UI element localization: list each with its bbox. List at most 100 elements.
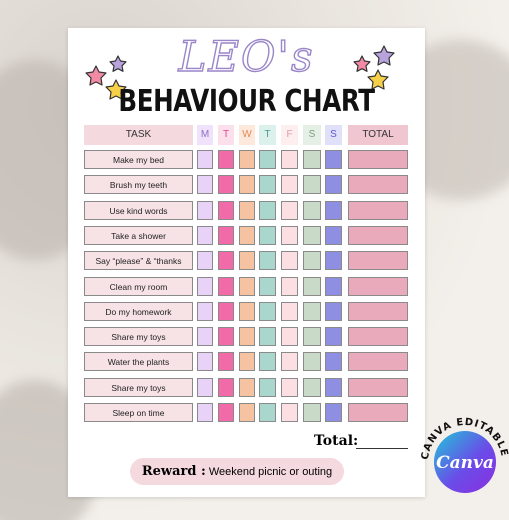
day-box <box>218 352 234 372</box>
day-box <box>197 377 213 397</box>
day-box <box>281 377 298 397</box>
total-box <box>348 301 408 321</box>
header-cell: TOTAL <box>348 125 408 145</box>
day-box <box>259 276 276 296</box>
day-box <box>218 200 234 220</box>
day-box <box>325 403 342 422</box>
day-box <box>239 150 255 169</box>
day-box <box>218 150 234 169</box>
day-box <box>259 327 276 347</box>
day-box <box>303 276 321 296</box>
day-box <box>259 251 276 271</box>
day-box <box>239 377 255 397</box>
total-box <box>348 175 408 195</box>
day-box <box>239 276 255 296</box>
day-box <box>197 251 213 271</box>
day-box <box>239 403 255 422</box>
total-box <box>348 327 408 347</box>
day-box <box>239 327 255 347</box>
day-box <box>325 200 342 220</box>
day-box <box>303 301 321 321</box>
day-box <box>197 200 213 220</box>
day-box <box>303 251 321 271</box>
total-label: Total: <box>314 433 359 449</box>
total-box <box>348 403 408 422</box>
day-box <box>197 327 213 347</box>
day-box <box>281 150 298 169</box>
task-cell: Share my toys <box>84 377 193 397</box>
day-box <box>281 352 298 372</box>
day-box <box>259 301 276 321</box>
total-box <box>348 251 408 271</box>
day-box <box>197 175 213 195</box>
day-box <box>281 301 298 321</box>
day-box <box>281 403 298 422</box>
day-box <box>325 225 342 245</box>
task-cell: Water the plants <box>84 352 193 372</box>
canva-badge: CANVA EDITABLE Canva <box>420 417 509 493</box>
header-cell: T <box>218 125 234 145</box>
reward-pill: Reward : Weekend picnic or outing <box>130 458 344 485</box>
canva-logo: Canva <box>436 453 494 473</box>
task-cell: Do my homework <box>84 301 193 321</box>
day-box <box>259 403 276 422</box>
total-box <box>348 276 408 296</box>
day-box <box>281 200 298 220</box>
reward-text: Weekend picnic or outing <box>208 466 333 478</box>
day-box <box>218 175 234 195</box>
day-box <box>239 301 255 321</box>
task-cell: Share my toys <box>84 327 193 347</box>
header-cell: M <box>197 125 213 145</box>
day-box <box>325 327 342 347</box>
day-box <box>239 225 255 245</box>
day-box <box>259 225 276 245</box>
day-box <box>239 352 255 372</box>
day-box <box>303 327 321 347</box>
day-box <box>325 251 342 271</box>
day-box <box>303 200 321 220</box>
day-box <box>281 276 298 296</box>
day-box <box>325 276 342 296</box>
day-box <box>259 377 276 397</box>
day-box <box>218 301 234 321</box>
day-box <box>303 352 321 372</box>
header-cell: T <box>259 125 276 145</box>
day-box <box>197 150 213 169</box>
task-cell: Sleep on time <box>84 403 193 422</box>
task-cell: Brush my teeth <box>84 175 193 195</box>
day-box <box>239 200 255 220</box>
day-box <box>325 352 342 372</box>
chart-sheet: LEO's BEHAVIOUR CHART TASK M T W T F S S TOTAL Ma… <box>68 28 425 497</box>
task-cell: Clean my room <box>84 276 193 296</box>
day-box <box>281 225 298 245</box>
header-cell: S <box>325 125 342 145</box>
header-cell: F <box>281 125 298 145</box>
day-box <box>281 251 298 271</box>
total-line <box>356 448 408 449</box>
header-cell: S <box>303 125 321 145</box>
day-box <box>197 225 213 245</box>
header-cell: TASK <box>84 125 193 145</box>
day-box <box>218 225 234 245</box>
day-box <box>259 200 276 220</box>
day-box <box>303 150 321 169</box>
day-box <box>197 276 213 296</box>
task-cell: Make my bed <box>84 150 193 169</box>
total-box <box>348 150 408 169</box>
child-name: LEO's <box>178 31 315 81</box>
day-box <box>281 327 298 347</box>
stars <box>85 45 395 100</box>
day-box <box>303 225 321 245</box>
day-box <box>325 150 342 169</box>
day-box <box>239 251 255 271</box>
total-box <box>348 377 408 397</box>
day-box <box>218 377 234 397</box>
day-box <box>325 175 342 195</box>
reward-label: Reward : <box>141 464 206 479</box>
total-box <box>348 200 408 220</box>
day-box <box>218 251 234 271</box>
day-box <box>303 377 321 397</box>
total-box <box>348 225 408 245</box>
chart-title: BEHAVIOUR CHART <box>118 84 375 119</box>
